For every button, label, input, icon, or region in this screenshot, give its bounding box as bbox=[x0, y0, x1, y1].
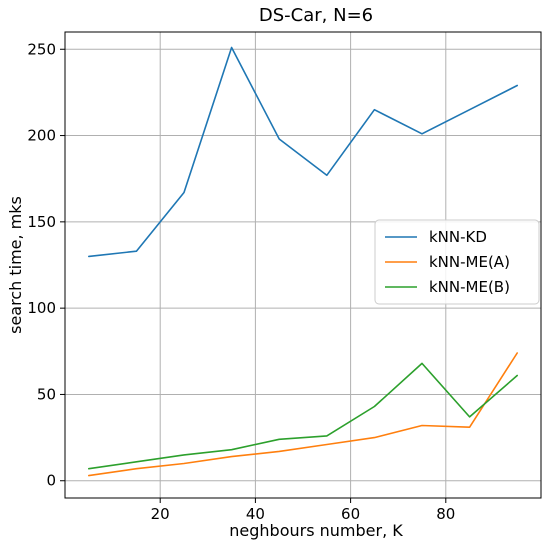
series-line-2 bbox=[88, 352, 519, 477]
y-tick-label: 0 bbox=[46, 472, 56, 490]
x-axis-label: neghbours number, K bbox=[229, 521, 403, 540]
legend-label-3: kNN-ME(B) bbox=[429, 278, 510, 296]
x-tick-label: 40 bbox=[246, 505, 265, 523]
y-tick-label: 250 bbox=[27, 40, 56, 58]
grid-lines bbox=[65, 32, 541, 498]
legend: kNN-KD kNN-ME(A) kNN-ME(B) bbox=[374, 219, 540, 305]
y-tick-label: 150 bbox=[27, 213, 56, 231]
y-tick-label: 50 bbox=[37, 385, 56, 403]
axis-ticks: 20 40 60 80 0 50 100 150 200 250 bbox=[27, 40, 455, 523]
y-axis-label: search time, mks bbox=[6, 196, 25, 334]
chart-title: DS-Car, N=6 bbox=[259, 5, 373, 26]
x-tick-label: 80 bbox=[436, 505, 455, 523]
legend-label-2: kNN-ME(A) bbox=[429, 253, 510, 271]
legend-box bbox=[374, 219, 540, 305]
series-lines bbox=[88, 46, 519, 477]
series-line-3 bbox=[88, 362, 519, 470]
series-line-1 bbox=[88, 46, 519, 258]
x-tick-label: 60 bbox=[341, 505, 360, 523]
y-tick-label: 200 bbox=[27, 127, 56, 145]
legend-label-1: kNN-KD bbox=[429, 228, 487, 246]
plot-frame bbox=[64, 31, 542, 499]
x-tick-label: 20 bbox=[151, 505, 170, 523]
y-tick-label: 100 bbox=[27, 299, 56, 317]
